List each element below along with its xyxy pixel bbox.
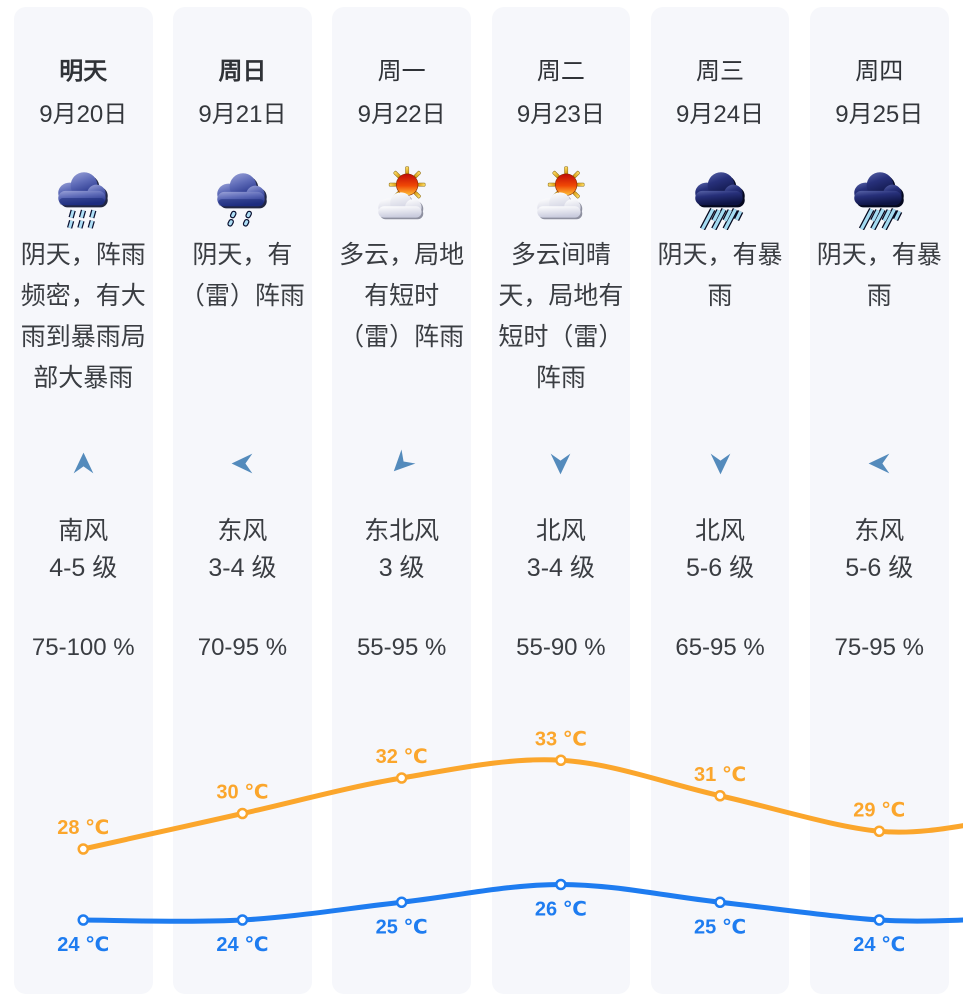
weather-description: 阴天，有暴雨 xyxy=(816,241,942,310)
rainstorm-icon xyxy=(651,163,790,231)
weather-description: 阴天，有（雷）阵雨 xyxy=(179,241,305,310)
date-label: 9月21日 xyxy=(198,101,287,128)
day-label: 周四 xyxy=(855,58,904,85)
humidity-range: 70-95 % xyxy=(197,634,288,661)
forecast-column-1: 明天 9月20日 阴天，阵雨频密，有大雨到暴雨局部大暴雨 xyxy=(14,7,153,994)
humidity-range: 75-100 % xyxy=(31,634,135,661)
wind-level: 3 级 xyxy=(378,554,425,582)
wind-direction-arrow-icon xyxy=(810,448,949,478)
forecast-column-3: 周一 9月22日 xyxy=(332,7,471,994)
overcast-drizzle-icon xyxy=(173,163,312,231)
wind-direction-arrow-icon xyxy=(651,448,790,478)
wind-level: 5-6 级 xyxy=(686,554,755,582)
day-label: 周一 xyxy=(377,58,426,85)
wind-direction-arrow-icon xyxy=(332,448,471,478)
weather-description: 多云，局地有短时（雷）阵雨 xyxy=(339,241,465,351)
forecast-column-6: 周四 9月25日 阴天，有暴雨 东风 5-6 级 75-95 xyxy=(810,7,949,994)
date-label: 9月23日 xyxy=(516,101,605,128)
wind-level: 3-4 级 xyxy=(526,554,595,582)
partly-cloudy-icon xyxy=(332,163,471,231)
wind-direction: 北风 xyxy=(535,517,586,545)
wind-direction-arrow-icon xyxy=(492,448,631,478)
partly-cloudy-icon xyxy=(492,163,631,231)
date-label: 9月25日 xyxy=(835,101,924,128)
date-label: 9月22日 xyxy=(357,101,446,128)
forecast-column-4: 周二 9月23日 xyxy=(491,7,631,994)
date-label: 9月20日 xyxy=(39,101,128,128)
humidity-range: 65-95 % xyxy=(675,634,765,661)
day-label: 明天 xyxy=(59,58,108,85)
day-label: 周三 xyxy=(696,58,745,85)
wind-level: 3-4 级 xyxy=(208,554,277,582)
wind-direction: 东风 xyxy=(854,517,905,545)
rainstorm-icon xyxy=(810,163,949,231)
day-label: 周二 xyxy=(536,58,585,85)
humidity-range: 55-90 % xyxy=(516,634,606,661)
weather-description: 阴天，阵雨频密，有大雨到暴雨局部大暴雨 xyxy=(20,241,146,392)
forecast-column-2: 周日 9月21日 阴天，有（雷）阵雨 东风 3-4 xyxy=(173,7,312,994)
forecast-column-5: 周三 9月24日 阴天，有暴雨 北风 5-6 级 65-95 xyxy=(650,7,790,994)
humidity-range: 55-95 % xyxy=(356,634,447,661)
wind-direction-arrow-icon xyxy=(173,448,312,478)
weather-description: 阴天，有暴雨 xyxy=(657,241,783,310)
wind-direction: 东北风 xyxy=(364,517,440,545)
humidity-range: 75-95 % xyxy=(834,634,924,661)
overcast-rain-icon xyxy=(14,163,153,231)
wind-level: 5-6 级 xyxy=(845,554,914,582)
wind-direction: 南风 xyxy=(58,517,109,545)
wind-level: 4-5 级 xyxy=(49,554,118,582)
weather-description: 多云间晴天，局地有短时（雷）阵雨 xyxy=(498,241,624,392)
wind-direction: 东风 xyxy=(217,517,268,545)
wind-direction: 北风 xyxy=(695,517,746,545)
day-label: 周日 xyxy=(218,58,267,85)
date-label: 9月24日 xyxy=(676,101,765,128)
wind-direction-arrow-icon xyxy=(14,448,153,478)
